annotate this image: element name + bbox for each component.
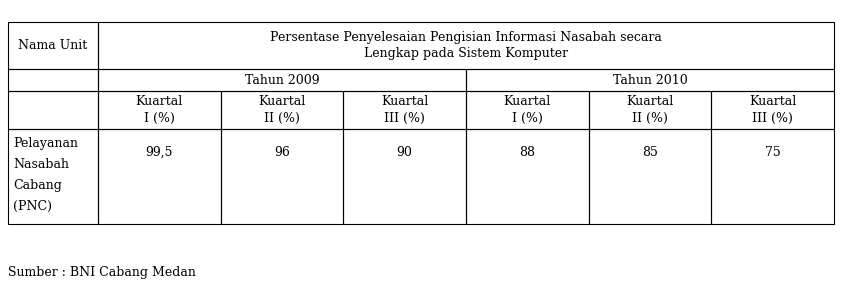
Text: Tahun 2010: Tahun 2010 [613,74,687,87]
Text: 99,5: 99,5 [146,146,173,159]
Bar [98,22,834,69]
Bar [98,129,221,224]
Text: 88: 88 [520,146,536,159]
Bar [466,69,834,91]
Text: Kuartal
II (%): Kuartal II (%) [626,95,674,125]
Bar [589,129,711,224]
Text: Kuartal
I (%): Kuartal I (%) [136,95,183,125]
Text: Sumber : BNI Cabang Medan: Sumber : BNI Cabang Medan [8,266,196,279]
Text: Kuartal
III (%): Kuartal III (%) [749,95,797,125]
Bar [344,91,466,129]
Bar [711,91,834,129]
Bar [8,129,98,224]
Text: Nama Unit: Nama Unit [19,39,88,52]
Bar [344,129,466,224]
Bar [711,129,834,224]
Bar [221,91,344,129]
Text: Kuartal
II (%): Kuartal II (%) [258,95,306,125]
Text: Pelayanan
Nasabah
Cabang
(PNC): Pelayanan Nasabah Cabang (PNC) [13,137,78,213]
Text: Tahun 2009: Tahun 2009 [245,74,319,87]
Bar [98,91,221,129]
Text: Persentase Penyelesaian Pengisian Informasi Nasabah secara
Lengkap pada Sistem K: Persentase Penyelesaian Pengisian Inform… [270,30,662,60]
Bar [98,69,466,91]
Bar [8,91,98,129]
Text: Kuartal
I (%): Kuartal I (%) [504,95,551,125]
Text: 85: 85 [642,146,658,159]
Bar [466,129,589,224]
Bar [8,22,98,69]
Text: 96: 96 [274,146,290,159]
Bar [589,91,711,129]
Text: Kuartal
III (%): Kuartal III (%) [381,95,429,125]
Bar [221,129,344,224]
Bar [466,91,589,129]
Text: 90: 90 [397,146,413,159]
Bar [8,69,98,91]
Text: 75: 75 [765,146,781,159]
